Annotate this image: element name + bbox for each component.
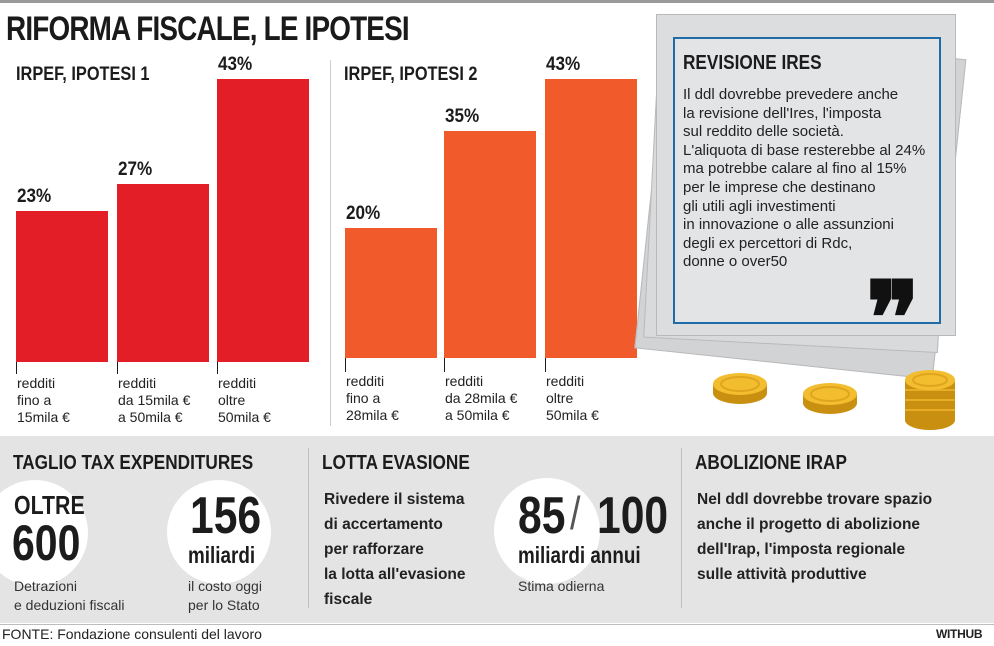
ires-line: ma potrebbe calare al fino al 15% (683, 160, 907, 178)
amount-circle (167, 480, 271, 584)
bar-category-label: redditi oltre 50mila € (218, 375, 271, 425)
bar-value-label: 23% (17, 186, 52, 207)
bar (444, 131, 536, 358)
chart1-title: IRPEF, IPOTESI 1 (16, 64, 150, 85)
bar-value-label: 43% (218, 54, 253, 75)
count-value: 600 (12, 515, 81, 571)
tax-title: TAGLIO TAX EXPENDITURES (13, 452, 254, 474)
range-desc: Stima odierna (518, 578, 605, 594)
range-high: 100 (597, 487, 669, 545)
count-circle (0, 480, 88, 586)
bar-leader-line (217, 362, 218, 374)
bar-category-label: redditi fino a 28mila € (346, 373, 399, 423)
chart2-title: IRPEF, IPOTESI 2 (344, 64, 478, 85)
quote-icon: ❞ (866, 259, 920, 377)
ires-box (673, 37, 941, 324)
bar-category-label: redditi fino a 15mila € (17, 375, 70, 425)
coins-icon (713, 370, 955, 430)
bar-value-label: 35% (445, 106, 480, 127)
irap-line: Nel ddl dovrebbe trovare spazio (697, 491, 933, 508)
irap-line: anche il progetto di abolizione (697, 516, 921, 533)
ires-line: degli ex percettori di Rdc, (683, 234, 853, 252)
bar-leader-line (444, 358, 445, 372)
irpef-chart-1: 23% redditi fino a 15mila € 27% redditi da … (0, 0, 320, 436)
bar-value-label: 43% (546, 54, 581, 75)
bar-leader-line (345, 358, 346, 372)
bar (117, 184, 209, 362)
ires-line: in innovazione o alle assunzioni (683, 216, 894, 234)
ires-line: sul reddito delle società. (683, 123, 844, 141)
section-divider (308, 448, 309, 608)
range-circle (494, 478, 600, 584)
ires-line: L'aliquota di base resterebbe al 24% (683, 141, 926, 159)
coin-icon (803, 383, 857, 414)
irap-line: sulle attività produttive (697, 566, 867, 583)
bar (545, 79, 637, 358)
bar (16, 211, 108, 362)
bar-value-label: 27% (118, 159, 153, 180)
evasione-title: LOTTA EVASIONE (322, 452, 470, 474)
top-rule (0, 0, 994, 3)
oltre-label: OLTRE (14, 490, 85, 520)
ires-title: REVISIONE IRES (683, 52, 822, 74)
irap-title: ABOLIZIONE IRAP (695, 452, 847, 474)
bar-category-label: redditi da 28mila € a 50mila € (445, 373, 518, 423)
page-title: RIFORMA FISCALE, LE IPOTESI (6, 10, 410, 48)
evasione-line: fiscale (324, 591, 373, 608)
bar-category-label: redditi da 15mila € a 50mila € (118, 375, 191, 425)
bar-leader-line (117, 362, 118, 374)
range-low: 85 (518, 487, 566, 545)
range-separator: / (570, 487, 581, 539)
amount-unit: miliardi (188, 542, 256, 568)
source-note: FONTE: Fondazione consulenti del lavoro (2, 626, 262, 642)
irap-line: dell'Irap, l'imposta regionale (697, 541, 906, 558)
evasione-line: per rafforzare (324, 541, 424, 558)
ires-text: Il ddl dovrebbe prevedere anche la revis… (683, 86, 945, 272)
bar (217, 79, 309, 362)
ires-line: gli utili agli investimenti (683, 197, 836, 215)
bar-leader-line (16, 362, 17, 374)
ires-line: Il ddl dovrebbe prevedere anche (683, 86, 899, 103)
chart-divider (330, 60, 331, 426)
count-desc: Detrazioni (14, 578, 78, 594)
ires-line: per le imprese che destinano (683, 178, 876, 196)
ires-line: la revisione dell'Ires, l'imposta (683, 104, 882, 122)
bar (345, 228, 437, 358)
evasione-line: la lotta all'evasione (324, 566, 466, 583)
footer-rule (0, 624, 994, 625)
amount-desc: il costo oggi (188, 578, 262, 594)
count-desc: e deduzioni fiscali (14, 597, 125, 613)
irap-text: Nel ddl dovrebbe trovare spazio anche il… (697, 487, 932, 587)
range-unit: miliardi annui (518, 542, 641, 568)
coin-stack-icon (905, 370, 955, 430)
bar-leader-line (545, 358, 546, 372)
evasione-line: di accertamento (324, 516, 443, 533)
brand-logo: WITHUB (936, 627, 983, 641)
evasione-line: Rivedere il sistema (324, 491, 465, 508)
section-divider (681, 448, 682, 608)
amount-value: 156 (190, 487, 262, 545)
irpef-chart-2: 20% redditi fino a 28mila € 35% redditi da … (0, 0, 660, 436)
evasione-text: Rivedere il sistema di accertamento per … (324, 487, 466, 612)
bar-value-label: 20% (346, 203, 381, 224)
coin-icon (713, 373, 767, 404)
amount-desc: per lo Stato (188, 597, 260, 613)
ires-line: donne o over50 (683, 253, 788, 271)
bar-category-label: redditi oltre 50mila € (546, 373, 599, 423)
